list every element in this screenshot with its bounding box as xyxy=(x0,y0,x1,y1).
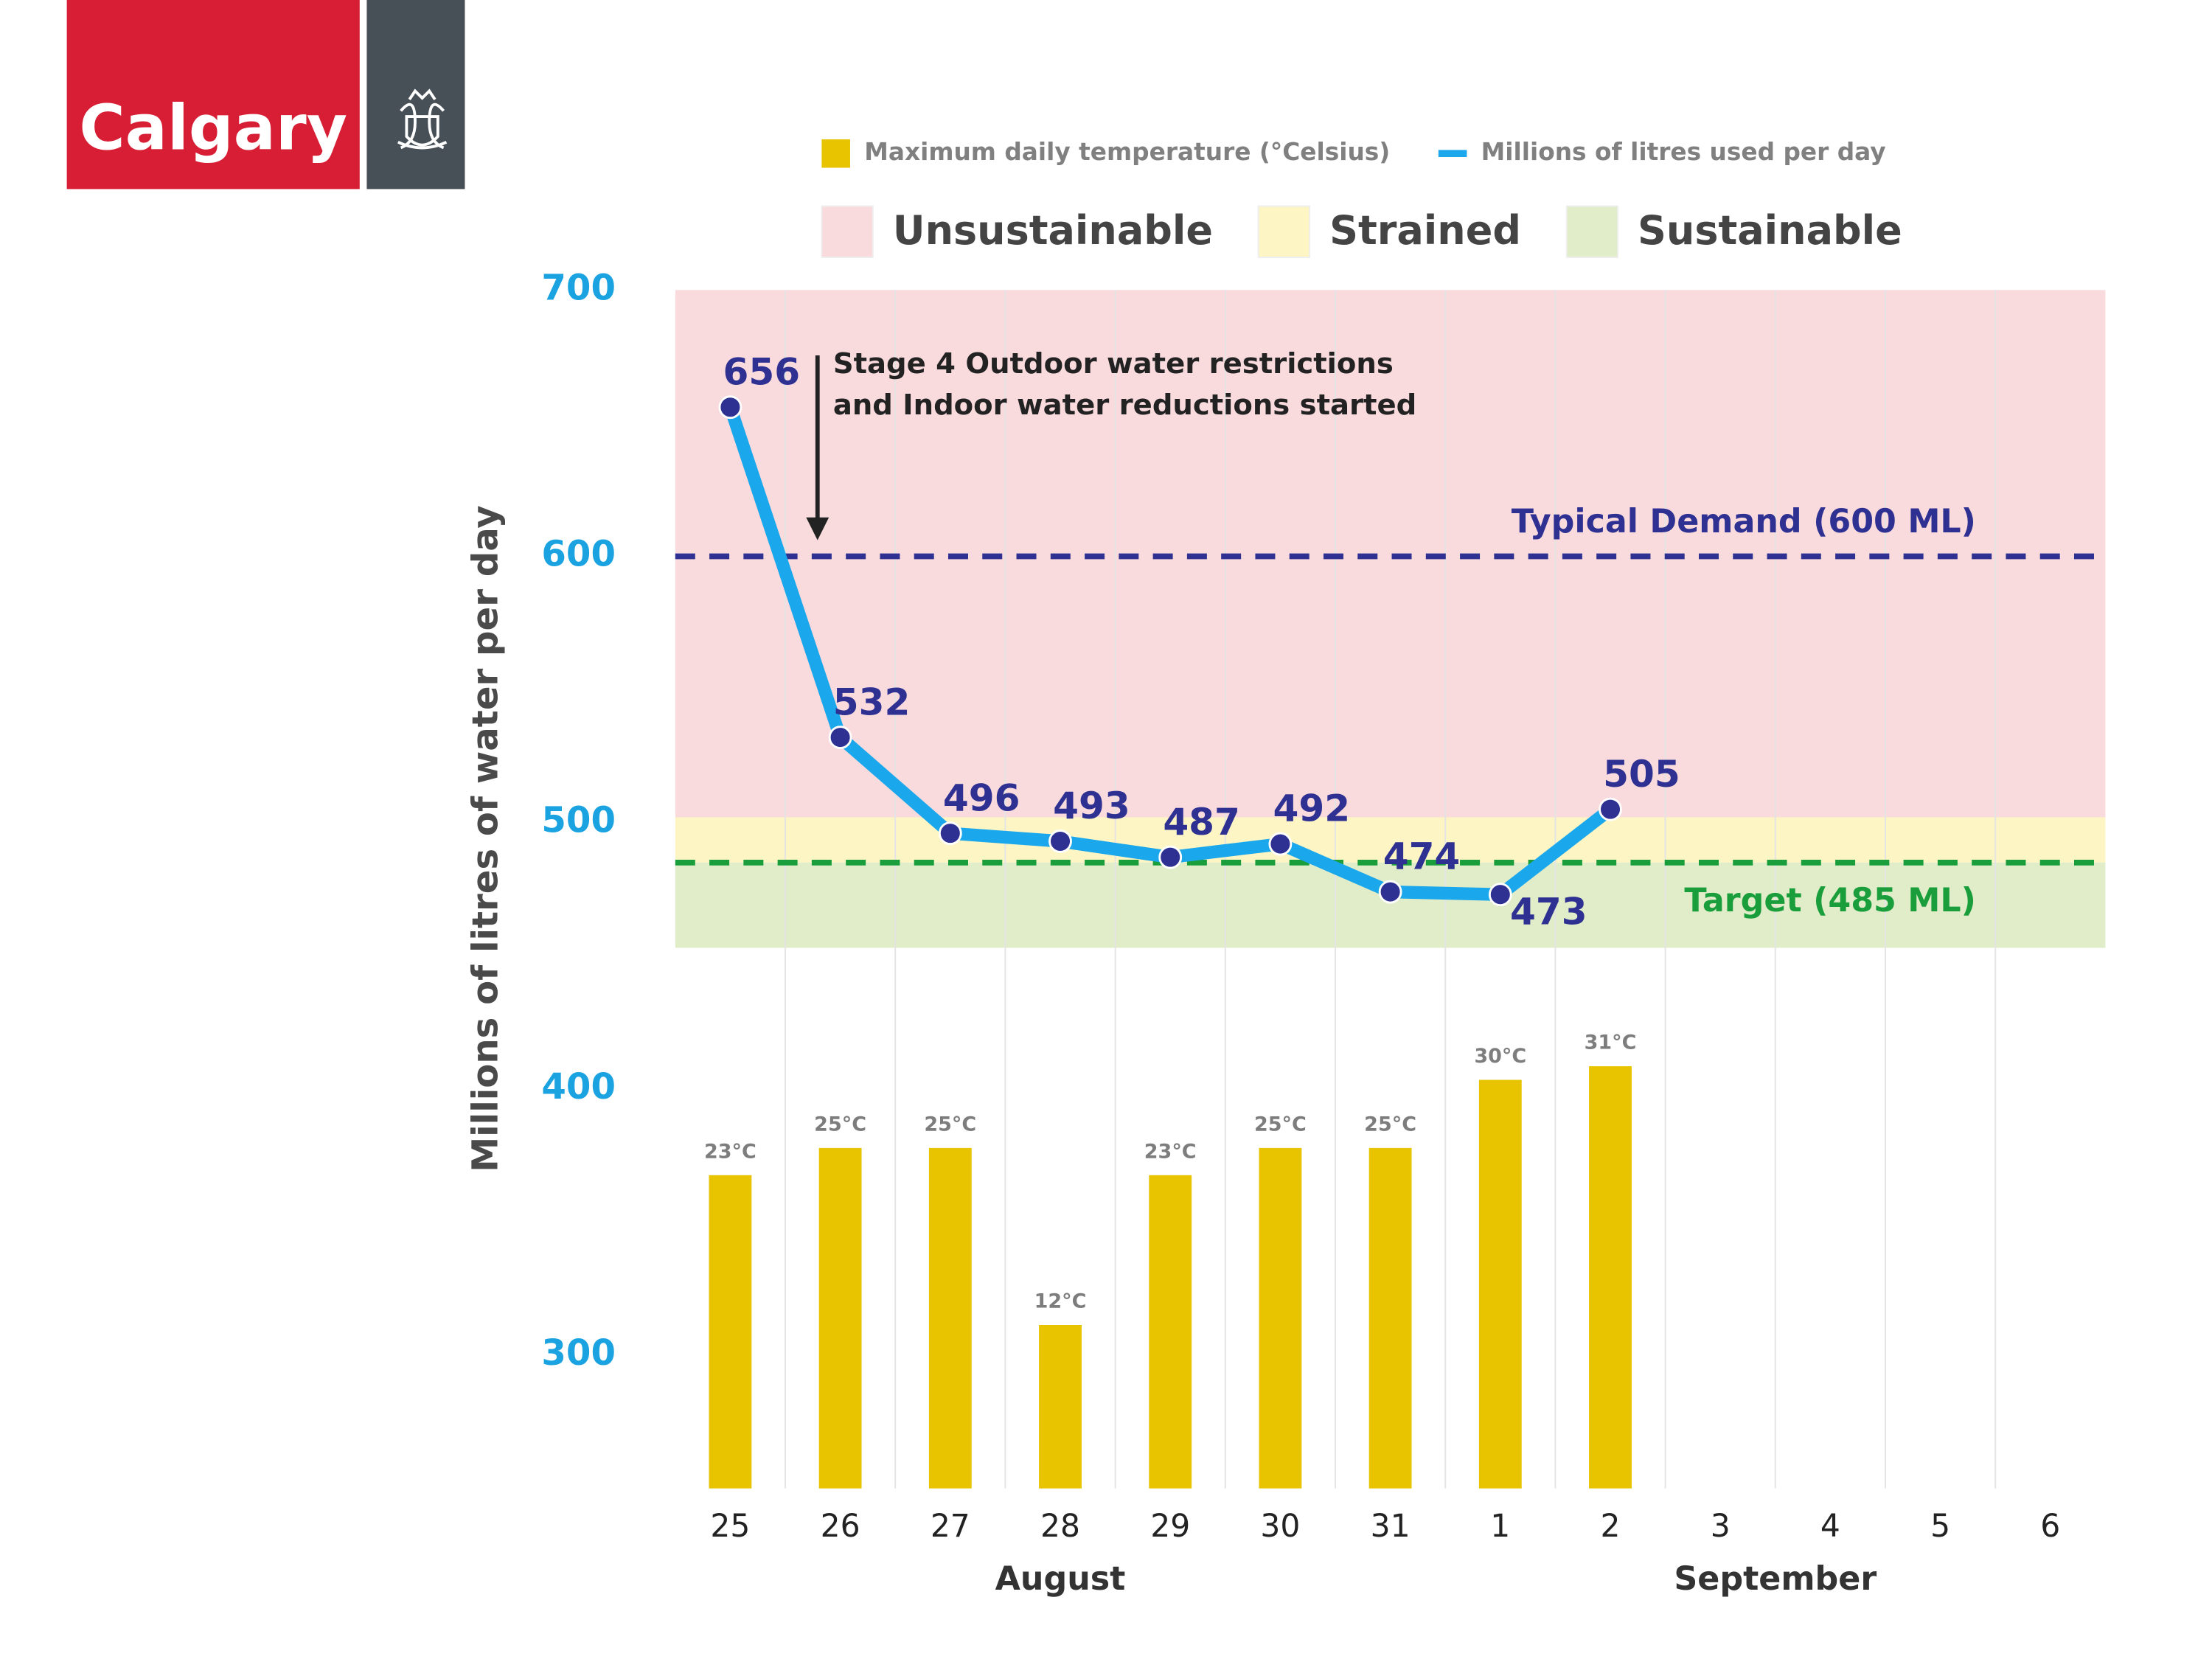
usage-point xyxy=(938,821,962,846)
temperature-label: 23°C xyxy=(704,1140,757,1163)
x-tick-label: 6 xyxy=(2040,1509,2060,1545)
temperature-bar xyxy=(709,1175,752,1489)
zone-legend-label: Sustainable xyxy=(1638,207,1902,254)
legend-swatch xyxy=(821,139,850,168)
zone-band xyxy=(675,862,2106,948)
logo-text: Calgary xyxy=(79,92,347,165)
zone-legend-label: Unsustainable xyxy=(893,207,1213,254)
temperature-label: 25°C xyxy=(1364,1113,1416,1136)
temperature-bar xyxy=(1478,1079,1522,1489)
x-tick-label: 25 xyxy=(710,1509,750,1545)
y-axis-label: Millions of litres of water per day xyxy=(465,505,506,1172)
zone-legend-label: Strained xyxy=(1329,207,1521,254)
logo-block xyxy=(66,0,360,189)
usage-point xyxy=(1268,832,1293,856)
x-tick-label: 2 xyxy=(1601,1509,1621,1545)
month-label: September xyxy=(1674,1560,1877,1598)
temperature-bar xyxy=(928,1147,972,1489)
crest-supporters xyxy=(400,102,445,150)
temperature-bar xyxy=(1589,1066,1632,1489)
temperature-bar xyxy=(818,1147,862,1489)
temperature-label: 25°C xyxy=(814,1113,866,1136)
usage-point xyxy=(718,395,742,420)
usage-label: 492 xyxy=(1273,787,1351,830)
y-tick-label: 300 xyxy=(541,1332,616,1374)
reference-label: Target (485 ML) xyxy=(1684,882,1976,919)
x-tick-label: 28 xyxy=(1040,1509,1080,1545)
usage-label: 656 xyxy=(723,349,801,393)
zone-band xyxy=(675,817,2106,863)
usage-point xyxy=(1158,845,1183,869)
usage-label: 505 xyxy=(1603,752,1680,796)
usage-point xyxy=(828,726,852,750)
y-tick-label: 700 xyxy=(541,267,616,308)
annotation-text: Stage 4 Outdoor water restrictions xyxy=(833,347,1394,380)
usage-label: 496 xyxy=(943,776,1020,819)
temperature-bar xyxy=(1149,1175,1192,1489)
usage-point xyxy=(1048,830,1072,853)
crest-ribbon xyxy=(397,141,448,150)
x-tick-label: 30 xyxy=(1260,1509,1300,1545)
usage-label: 493 xyxy=(1053,784,1130,827)
x-tick-label: 29 xyxy=(1150,1509,1190,1545)
crest-crown xyxy=(408,88,437,101)
x-tick-label: 3 xyxy=(1711,1509,1731,1545)
usage-point xyxy=(1488,883,1512,907)
usage-label: 532 xyxy=(833,680,911,723)
x-tick-label: 1 xyxy=(1490,1509,1510,1545)
x-tick-label: 26 xyxy=(821,1509,860,1545)
usage-label: 474 xyxy=(1383,835,1461,878)
usage-point xyxy=(1599,797,1622,821)
x-tick-label: 27 xyxy=(931,1509,970,1545)
zone-legend-swatch xyxy=(1565,205,1619,258)
temperature-bar xyxy=(1039,1325,1082,1489)
temperature-label: 30°C xyxy=(1474,1045,1526,1068)
x-tick-label: 31 xyxy=(1371,1509,1411,1545)
temperature-label: 25°C xyxy=(924,1113,976,1136)
usage-label: 487 xyxy=(1163,800,1240,844)
crest-shield xyxy=(405,115,439,147)
y-tick-label: 500 xyxy=(541,800,616,841)
temperature-label: 23°C xyxy=(1144,1140,1197,1163)
temperature-label: 31°C xyxy=(1585,1032,1637,1054)
annotation-text: and Indoor water reductions started xyxy=(833,389,1416,422)
temperature-label: 25°C xyxy=(1254,1113,1307,1136)
y-tick-label: 600 xyxy=(541,533,616,574)
y-tick-label: 400 xyxy=(541,1066,616,1107)
legend-label: Maximum daily temperature (°Celsius) xyxy=(864,138,1390,166)
zone-legend-swatch xyxy=(1257,205,1311,258)
usage-point xyxy=(1378,880,1402,904)
temperature-bar xyxy=(1259,1147,1302,1489)
x-tick-label: 4 xyxy=(1820,1509,1840,1545)
zone-band xyxy=(675,290,2106,818)
temperature-bar xyxy=(1368,1147,1412,1489)
crest xyxy=(397,88,448,150)
reference-label: Typical Demand (600 ML) xyxy=(1512,503,1976,540)
crest-block xyxy=(366,0,465,189)
temperature-label: 12°C xyxy=(1034,1290,1087,1313)
zone-legend-swatch xyxy=(821,205,874,258)
legend-label: Millions of litres used per day xyxy=(1481,138,1886,166)
usage-label: 473 xyxy=(1510,890,1587,933)
month-label: August xyxy=(995,1560,1126,1598)
annotation-arrowhead xyxy=(806,517,830,540)
x-tick-label: 5 xyxy=(1930,1509,1950,1545)
